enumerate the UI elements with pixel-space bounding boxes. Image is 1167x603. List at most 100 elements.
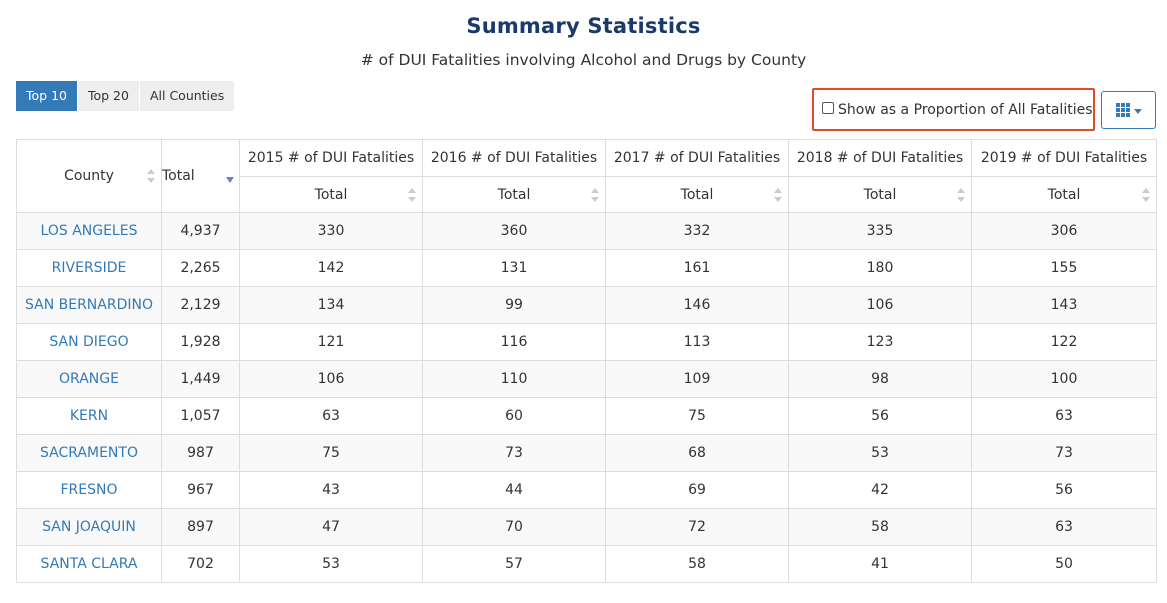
year-cell: 60 xyxy=(422,397,606,435)
year-cell: 63 xyxy=(971,397,1157,435)
sort-icon xyxy=(408,187,416,202)
table-row: SANTA CLARA 702 53 57 58 41 50 xyxy=(16,545,1157,583)
tab-all-counties[interactable]: All Counties xyxy=(139,81,235,111)
county-link[interactable]: SAN JOAQUIN xyxy=(42,519,136,535)
year-cell: 360 xyxy=(422,212,606,250)
county-link[interactable]: KERN xyxy=(69,408,109,424)
year-cell: 53 xyxy=(239,545,423,583)
table-row: FRESNO 967 43 44 69 42 56 xyxy=(16,471,1157,509)
county-link[interactable]: SACRAMENTO xyxy=(40,445,138,461)
subheader-total-2015[interactable]: Total xyxy=(239,176,423,213)
year-cell: 121 xyxy=(239,323,423,361)
subheader-total-2019[interactable]: Total xyxy=(971,176,1157,213)
year-cell: 123 xyxy=(788,323,972,361)
year-cell: 106 xyxy=(788,286,972,324)
proportion-checkbox[interactable] xyxy=(822,102,834,114)
table-row: SAN JOAQUIN 897 47 70 72 58 63 xyxy=(16,508,1157,546)
county-link[interactable]: FRESNO xyxy=(60,482,118,498)
column-header-2015: 2015 # of DUI Fatalities xyxy=(239,139,423,177)
county-link[interactable]: SANTA CLARA xyxy=(40,556,138,572)
column-header-2018: 2018 # of DUI Fatalities xyxy=(788,139,972,177)
county-link[interactable]: LOS ANGELES xyxy=(40,223,138,239)
caret-down-icon xyxy=(1133,109,1142,114)
total-cell: 897 xyxy=(161,508,240,546)
total-cell: 1,057 xyxy=(161,397,240,435)
year-cell: 306 xyxy=(971,212,1157,250)
sort-icon xyxy=(1142,187,1150,202)
subheader-total-2018[interactable]: Total xyxy=(788,176,972,213)
proportion-label[interactable]: Show as a Proportion of All Fatalities xyxy=(838,101,1093,118)
total-cell: 2,129 xyxy=(161,286,240,324)
year-cell: 44 xyxy=(422,471,606,509)
sort-icon xyxy=(591,187,599,202)
year-cell: 330 xyxy=(239,212,423,250)
table-row: SACRAMENTO 987 75 73 68 53 73 xyxy=(16,434,1157,472)
year-cell: 99 xyxy=(422,286,606,324)
county-cell: KERN xyxy=(16,397,162,435)
total-cell: 1,928 xyxy=(161,323,240,361)
grid-icon xyxy=(1115,103,1130,117)
table-row: ORANGE 1,449 106 110 109 98 100 xyxy=(16,360,1157,398)
year-cell: 50 xyxy=(971,545,1157,583)
year-cell: 142 xyxy=(239,249,423,287)
year-cell: 332 xyxy=(605,212,789,250)
year-cell: 134 xyxy=(239,286,423,324)
subheader-total-2017[interactable]: Total xyxy=(605,176,789,213)
subheader-label: Total xyxy=(497,186,531,203)
proportion-toggle: Show as a Proportion of All Fatalities xyxy=(812,88,1095,131)
year-cell: 68 xyxy=(605,434,789,472)
year-cell: 56 xyxy=(971,471,1157,509)
column-header-county[interactable]: County xyxy=(16,139,162,213)
sort-icon xyxy=(774,187,782,202)
year-cell: 41 xyxy=(788,545,972,583)
table-row: KERN 1,057 63 60 75 56 63 xyxy=(16,397,1157,435)
county-link[interactable]: SAN DIEGO xyxy=(49,334,129,350)
year-cell: 143 xyxy=(971,286,1157,324)
tab-top-10[interactable]: Top 10 xyxy=(16,81,77,111)
page-title: Summary Statistics xyxy=(466,14,701,38)
year-cell: 75 xyxy=(605,397,789,435)
year-cell: 146 xyxy=(605,286,789,324)
year-cell: 53 xyxy=(788,434,972,472)
subheader-label: Total xyxy=(863,186,897,203)
subheader-total-2016[interactable]: Total xyxy=(422,176,606,213)
total-cell: 1,449 xyxy=(161,360,240,398)
year-cell: 57 xyxy=(422,545,606,583)
tab-top-20[interactable]: Top 20 xyxy=(77,81,139,111)
table-row: RIVERSIDE 2,265 142 131 161 180 155 xyxy=(16,249,1157,287)
column-header-total[interactable]: Total xyxy=(161,139,240,213)
table-row: LOS ANGELES 4,937 330 360 332 335 306 xyxy=(16,212,1157,250)
year-cell: 75 xyxy=(239,434,423,472)
table-row: SAN DIEGO 1,928 121 116 113 123 122 xyxy=(16,323,1157,361)
column-header-total-label: Total xyxy=(162,168,195,184)
year-cell: 56 xyxy=(788,397,972,435)
sort-icon xyxy=(147,169,155,183)
year-cell: 73 xyxy=(971,434,1157,472)
year-cell: 100 xyxy=(971,360,1157,398)
county-cell: FRESNO xyxy=(16,471,162,509)
county-link[interactable]: ORANGE xyxy=(59,371,119,387)
table-body: LOS ANGELES 4,937 330 360 332 335 306 RI… xyxy=(16,212,1157,583)
year-cell: 131 xyxy=(422,249,606,287)
county-cell: SAN DIEGO xyxy=(16,323,162,361)
year-cell: 110 xyxy=(422,360,606,398)
subheader-label: Total xyxy=(314,186,348,203)
year-cell: 109 xyxy=(605,360,789,398)
year-cell: 98 xyxy=(788,360,972,398)
total-cell: 702 xyxy=(161,545,240,583)
column-chooser-button[interactable] xyxy=(1101,91,1156,129)
year-cell: 42 xyxy=(788,471,972,509)
county-filter-tabs: Top 10 Top 20 All Counties xyxy=(16,81,235,111)
county-link[interactable]: RIVERSIDE xyxy=(51,260,127,276)
year-cell: 155 xyxy=(971,249,1157,287)
county-cell: SAN BERNARDINO xyxy=(16,286,162,324)
county-cell: SAN JOAQUIN xyxy=(16,508,162,546)
county-cell: ORANGE xyxy=(16,360,162,398)
county-cell: SANTA CLARA xyxy=(16,545,162,583)
year-cell: 106 xyxy=(239,360,423,398)
year-cell: 116 xyxy=(422,323,606,361)
year-cell: 43 xyxy=(239,471,423,509)
column-header-2017: 2017 # of DUI Fatalities xyxy=(605,139,789,177)
county-cell: SACRAMENTO xyxy=(16,434,162,472)
county-link[interactable]: SAN BERNARDINO xyxy=(24,297,153,313)
